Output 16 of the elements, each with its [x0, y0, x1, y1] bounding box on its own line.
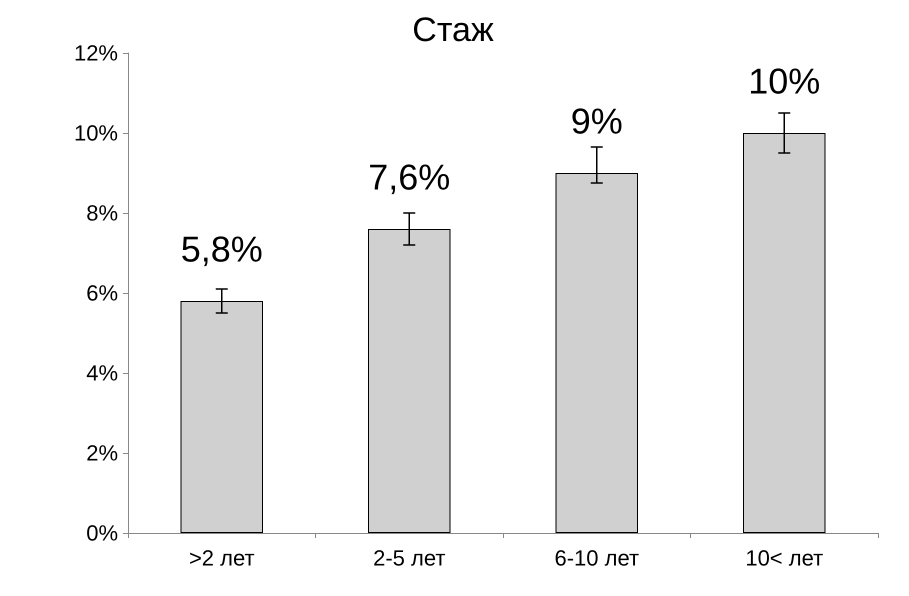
y-tick-label: 8% — [86, 200, 118, 226]
chart-title: Стаж — [412, 11, 494, 49]
data-label: 7,6% — [368, 156, 450, 198]
data-label: 5,8% — [180, 228, 263, 270]
y-tick-label: 4% — [86, 360, 118, 386]
x-tick-label: 6-10 лет — [554, 546, 640, 570]
data-label: 9% — [570, 100, 623, 142]
y-tick-label: 2% — [86, 440, 118, 466]
y-tick-label: 10% — [74, 120, 118, 146]
data-label: 10% — [748, 60, 820, 102]
x-tick-label: 10< лет — [745, 546, 824, 570]
y-tick-label: 6% — [86, 280, 118, 306]
y-tick-label: 12% — [74, 40, 118, 66]
x-tick-label: >2 лет — [188, 546, 255, 570]
y-tick-label: 0% — [86, 520, 118, 546]
x-tick-label: 2-5 лет — [373, 546, 446, 570]
